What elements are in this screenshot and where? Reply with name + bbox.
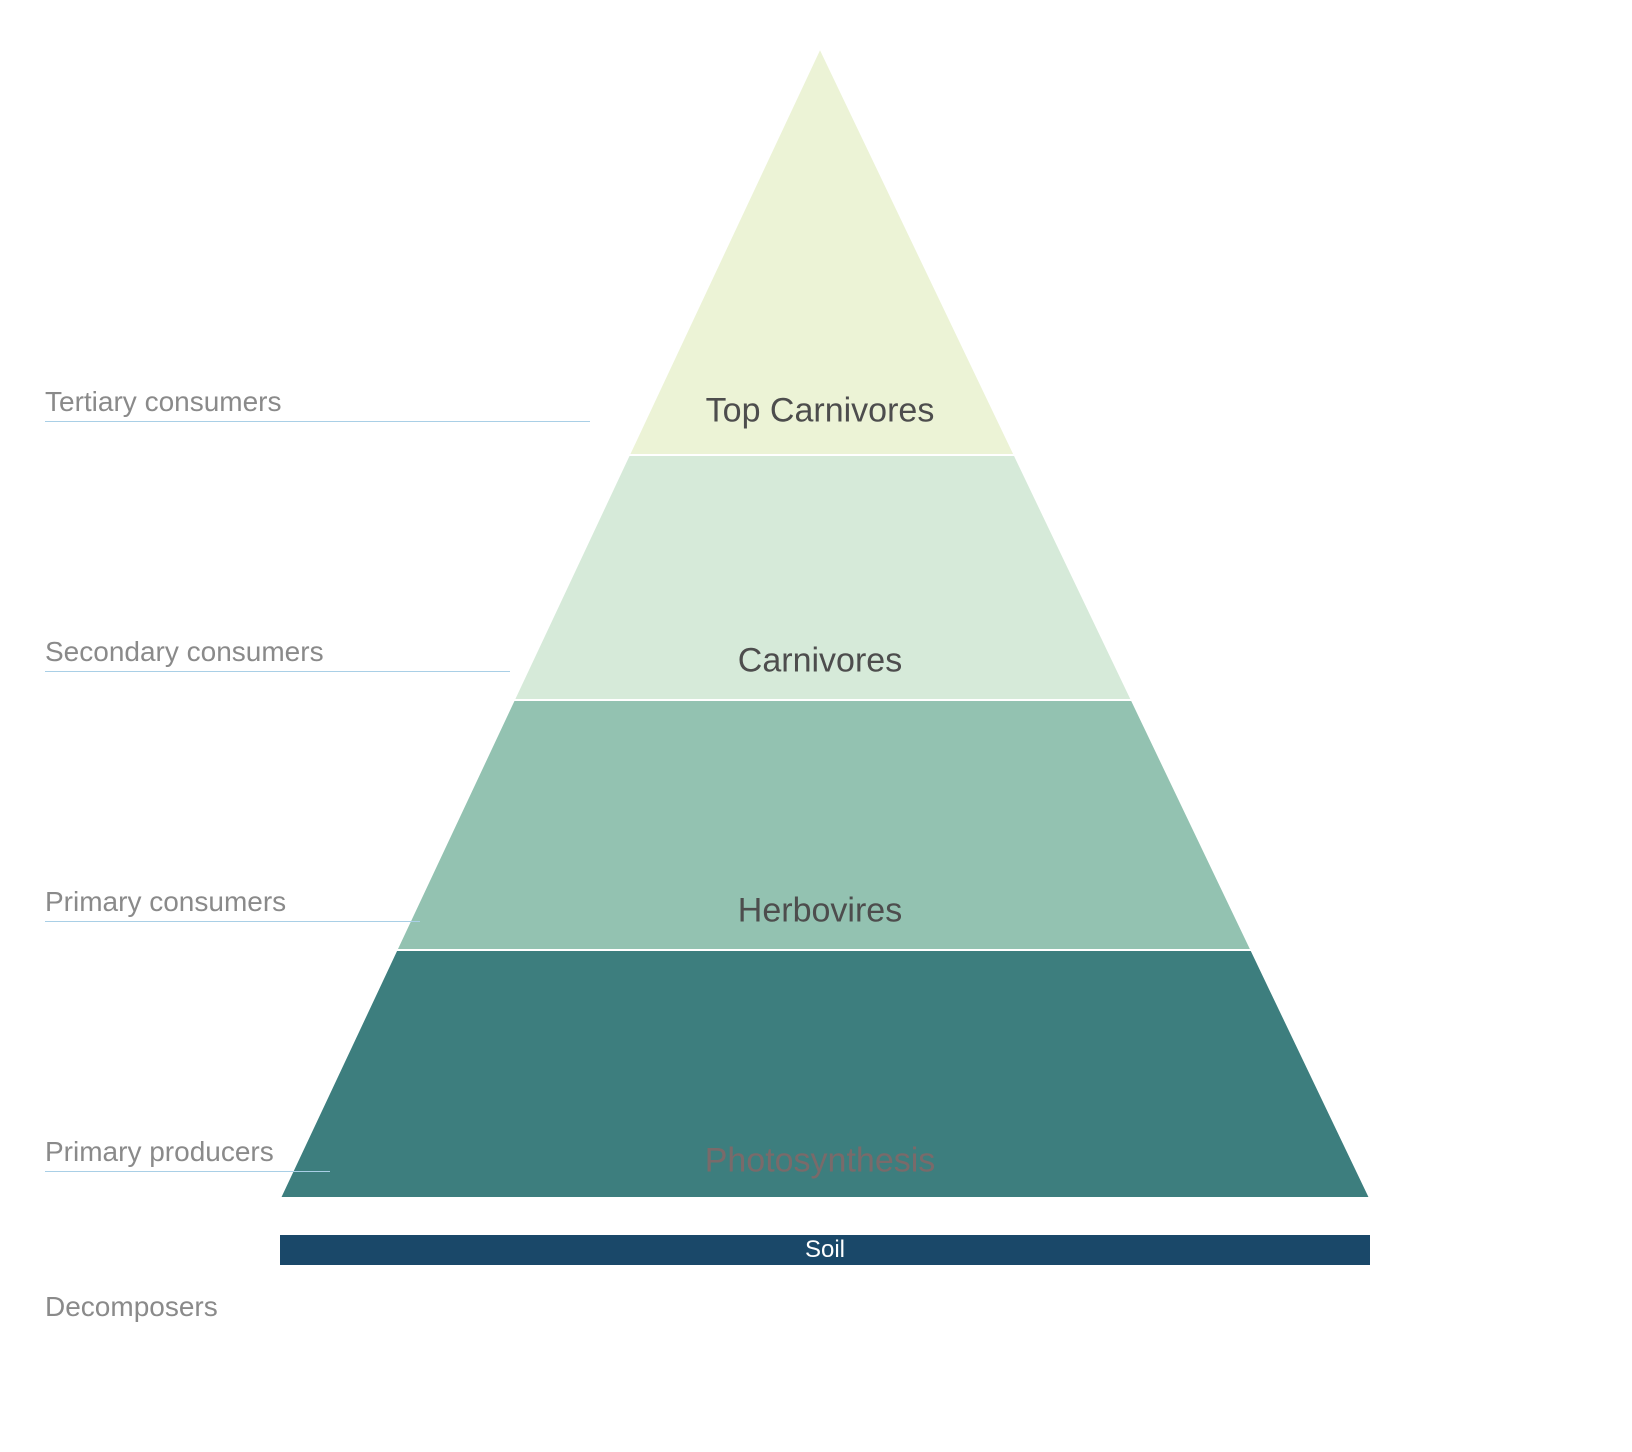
side-label-underline-0	[45, 421, 590, 422]
side-label-underline-2	[45, 921, 420, 922]
pyramid-level-label-3: Photosynthesis	[705, 1142, 936, 1181]
side-label-4: Decomposers	[45, 1291, 218, 1323]
side-label-0: Tertiary consumers	[45, 386, 282, 418]
side-label-3: Primary producers	[45, 1136, 274, 1168]
soil-label: Soil	[805, 1236, 845, 1264]
side-label-underline-3	[45, 1171, 330, 1172]
diagram-stage: Tertiary consumers Secondary consumers Pri…	[0, 0, 1632, 1452]
pyramid-level-label-2: Herbovires	[738, 892, 902, 931]
soil-bar: Soil	[280, 1235, 1370, 1265]
pyramid-level-label-1: Carnivores	[738, 642, 902, 681]
pyramid-level-label-0: Top Carnivores	[706, 392, 935, 431]
side-label-2: Primary consumers	[45, 886, 286, 918]
side-label-1: Secondary consumers	[45, 636, 324, 668]
side-label-underline-1	[45, 671, 510, 672]
